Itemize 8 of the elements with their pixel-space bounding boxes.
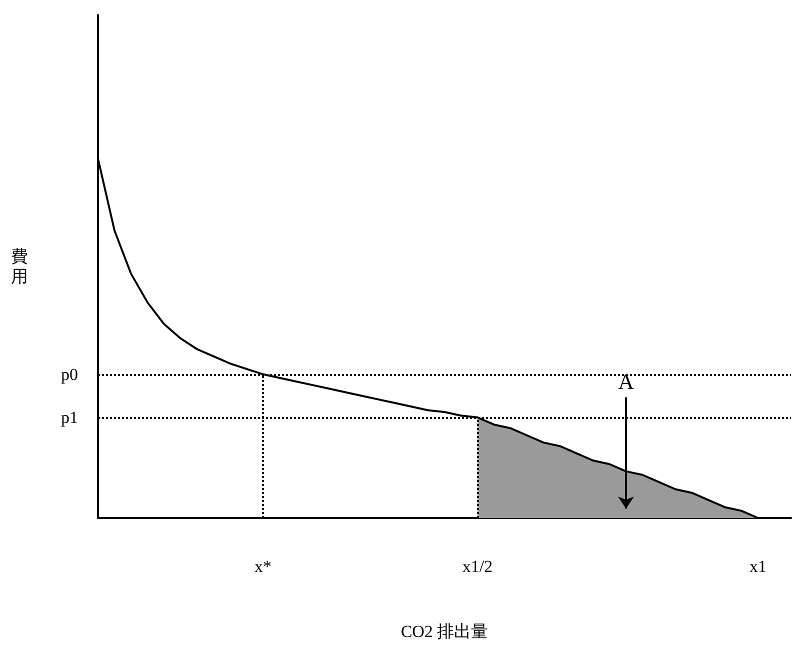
x-tick-label: x1 bbox=[750, 557, 766, 576]
x-tick-label: x1/2 bbox=[462, 557, 493, 576]
y-axis-title: 費用 bbox=[11, 247, 28, 286]
x-tick-label: x* bbox=[254, 557, 272, 576]
ref-line-label: p1 bbox=[61, 408, 78, 427]
ref-line-label: p0 bbox=[61, 364, 78, 384]
x-axis-title: CO2 排出量 bbox=[400, 622, 488, 641]
annotation: A bbox=[618, 368, 634, 394]
